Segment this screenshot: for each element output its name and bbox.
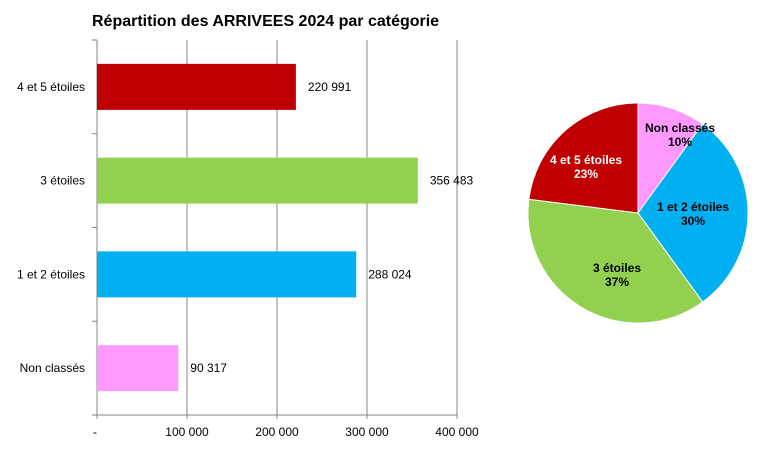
x-tick-label: 200 000: [255, 425, 299, 439]
bar-1-et-2-etoiles: [97, 251, 357, 298]
bar-data-label: 220 991: [308, 80, 352, 94]
pie-slice-4-et-5-etoiles: [528, 102, 639, 214]
x-tick-label: 100 000: [165, 425, 209, 439]
bar-chart: - 100 000 200 000 300 000 400 000 4 et 5 étoi…: [17, 39, 479, 439]
bar-data-label: 90 317: [190, 361, 227, 375]
bar-non-classes: [97, 345, 179, 392]
pie-label-percent: 30%: [681, 214, 705, 228]
y-tick-label: 1 et 2 étoiles: [17, 267, 85, 281]
chart-title: Répartition des ARRIVEES 2024 par catégo…: [92, 13, 439, 30]
bar-4-et-5-etoiles: [97, 63, 296, 110]
y-tick-label: 4 et 5 étoiles: [17, 80, 85, 94]
bar-data-label: 356 483: [430, 174, 474, 188]
bar-data-label: 288 024: [368, 267, 412, 281]
pie-label-percent: 23%: [574, 167, 598, 181]
pie-label-category: 3 étoiles: [593, 261, 641, 275]
pie-label-category: 1 et 2 étoiles: [657, 200, 729, 214]
pie-label-percent: 37%: [605, 275, 629, 289]
pie-label-percent: 10%: [668, 135, 692, 149]
y-tick-label: Non classés: [20, 361, 85, 375]
x-tick-label: -: [93, 425, 97, 439]
bar-3-etoiles: [97, 157, 418, 204]
pie-label-category: 4 et 5 étoiles: [550, 153, 622, 167]
pie-label-category: Non classés: [645, 121, 715, 135]
x-tick-label: 300 000: [345, 425, 389, 439]
pie-slice-1-et-2-etoiles: [637, 123, 749, 303]
pie-slice-3-etoiles: [527, 198, 704, 324]
x-tick-label: 400 000: [435, 425, 479, 439]
y-tick-label: 3 étoiles: [40, 174, 85, 188]
